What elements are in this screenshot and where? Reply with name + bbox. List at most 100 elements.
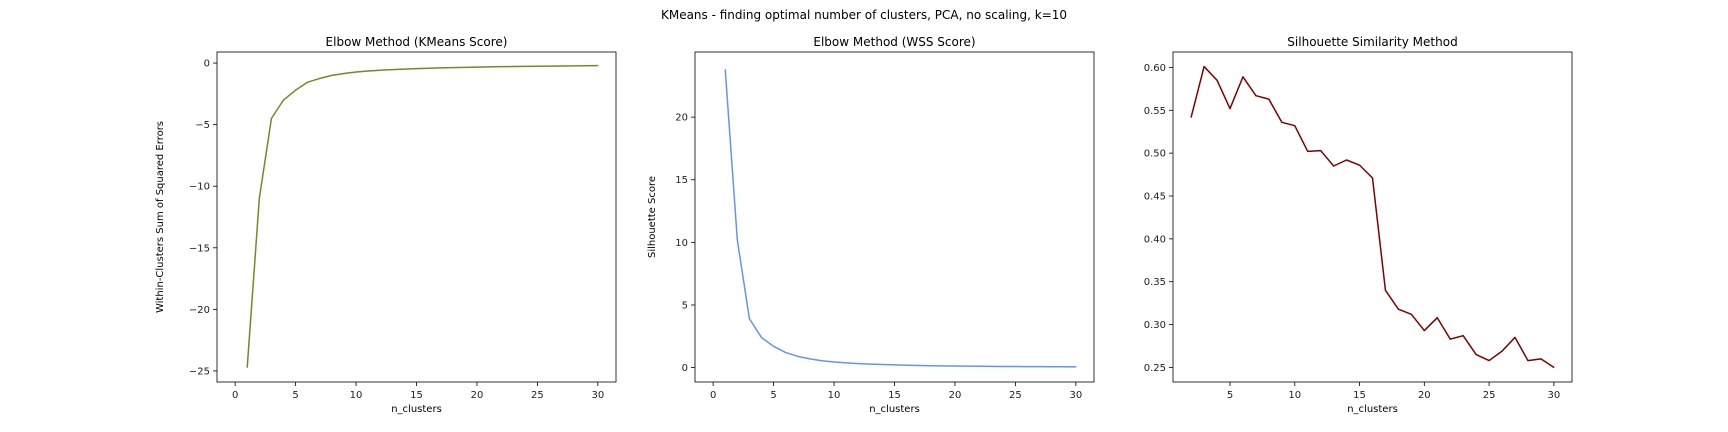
data-point (857, 362, 859, 365)
y-tick-label: 10 (675, 238, 688, 249)
data-point (1397, 308, 1400, 310)
data-point (1255, 95, 1257, 97)
y-tick-label: 0 (204, 59, 210, 70)
data-point (585, 65, 587, 67)
y-tick-label: 0.30 (1144, 320, 1166, 331)
data-point (427, 67, 430, 69)
data-point (845, 362, 847, 364)
data-point (1436, 317, 1438, 319)
y-tick-label: −5 (195, 120, 210, 131)
data-point (1026, 365, 1029, 368)
x-tick-label: 15 (410, 390, 423, 401)
data-point (797, 355, 799, 357)
data-point (1320, 149, 1322, 152)
x-tick-label: 15 (888, 390, 901, 401)
y-tick-label: 15 (675, 175, 688, 186)
data-point (1014, 365, 1017, 368)
data-point (1345, 159, 1348, 161)
data-point (990, 365, 992, 367)
data-point (319, 77, 321, 80)
x-tick-label: 5 (770, 390, 776, 401)
x-tick-label: 25 (531, 390, 544, 401)
x-tick-label: 20 (471, 390, 484, 401)
data-point (355, 71, 357, 73)
x-axis-label: n_clusters (869, 404, 920, 415)
data-point (1075, 366, 1077, 368)
data-point (464, 66, 466, 68)
data-point (942, 365, 944, 367)
data-point (1002, 365, 1004, 368)
data-point (246, 366, 248, 368)
y-tick-label: −10 (189, 182, 210, 193)
data-point (821, 360, 823, 362)
data-point (1384, 289, 1387, 291)
x-tick-label: 10 (350, 390, 363, 401)
data-point (294, 89, 297, 91)
data-point (597, 65, 599, 67)
data-point (548, 65, 551, 67)
data-point (1242, 76, 1244, 78)
data-point (536, 65, 539, 67)
data-point (893, 364, 896, 366)
panel-title: Elbow Method (KMeans Score) (326, 35, 508, 49)
series-line (246, 64, 598, 368)
data-point (1501, 350, 1503, 352)
data-point (1410, 313, 1412, 315)
plot-frame (694, 51, 1095, 383)
data-point (1190, 116, 1192, 118)
y-axis-label: Silhouette Score (647, 176, 658, 258)
y-tick-label: 0.40 (1144, 234, 1166, 245)
y-tick-label: 0.50 (1144, 149, 1166, 160)
plot-frame (216, 51, 617, 383)
panel-title: Elbow Method (WSS Score) (813, 35, 975, 49)
data-point (1294, 125, 1296, 127)
data-point (1358, 164, 1361, 166)
x-tick-label: 25 (1483, 390, 1496, 401)
y-tick-label: −20 (189, 305, 210, 316)
data-point (905, 364, 908, 366)
data-point (1216, 79, 1218, 81)
x-tick-label: 10 (1288, 390, 1301, 401)
data-point (391, 69, 393, 71)
y-tick-label: 0.60 (1144, 63, 1166, 74)
y-tick-label: 0.55 (1144, 106, 1166, 117)
x-tick-label: 10 (828, 390, 841, 401)
y-tick-label: −25 (189, 366, 210, 377)
y-tick-label: 20 (675, 113, 688, 124)
data-point (331, 74, 333, 76)
data-point (1307, 150, 1309, 153)
data-point (1449, 338, 1451, 340)
data-point (1038, 365, 1041, 368)
x-tick-label: 25 (1009, 390, 1022, 401)
data-point (918, 364, 920, 367)
x-axis-label: n_clusters (1347, 404, 1398, 415)
data-point (748, 318, 751, 320)
data-point (966, 365, 968, 367)
data-point (1051, 366, 1053, 368)
data-point (440, 67, 442, 69)
panel-title: Silhouette Similarity Method (1287, 35, 1457, 49)
data-point (524, 65, 526, 68)
data-point (1475, 353, 1477, 356)
data-point (512, 65, 514, 68)
plot-frame (1172, 51, 1573, 383)
series-line (724, 69, 1076, 368)
x-tick-label: 0 (710, 390, 716, 401)
y-tick-label: 5 (682, 300, 688, 311)
data-point (930, 365, 932, 367)
y-tick-label: 0.35 (1144, 277, 1166, 288)
data-point (560, 65, 563, 67)
y-tick-label: −15 (189, 243, 210, 254)
data-point (452, 67, 454, 69)
x-tick-label: 30 (591, 390, 604, 401)
wss-score-panel: 0 5 10 15 20 25 30 0 5 10 15 20 Elbow Method (WSS Sc… (647, 35, 1095, 415)
x-axis-label: n_clusters (391, 404, 442, 415)
data-point (1229, 107, 1231, 110)
data-point (1281, 121, 1283, 123)
data-point (772, 345, 775, 347)
y-axis-label: Within-Clusters Sum of Squared Errors (155, 121, 166, 313)
y-tick-label: 0 (682, 363, 688, 374)
data-point (379, 69, 381, 71)
x-tick-label: 0 (232, 390, 238, 401)
